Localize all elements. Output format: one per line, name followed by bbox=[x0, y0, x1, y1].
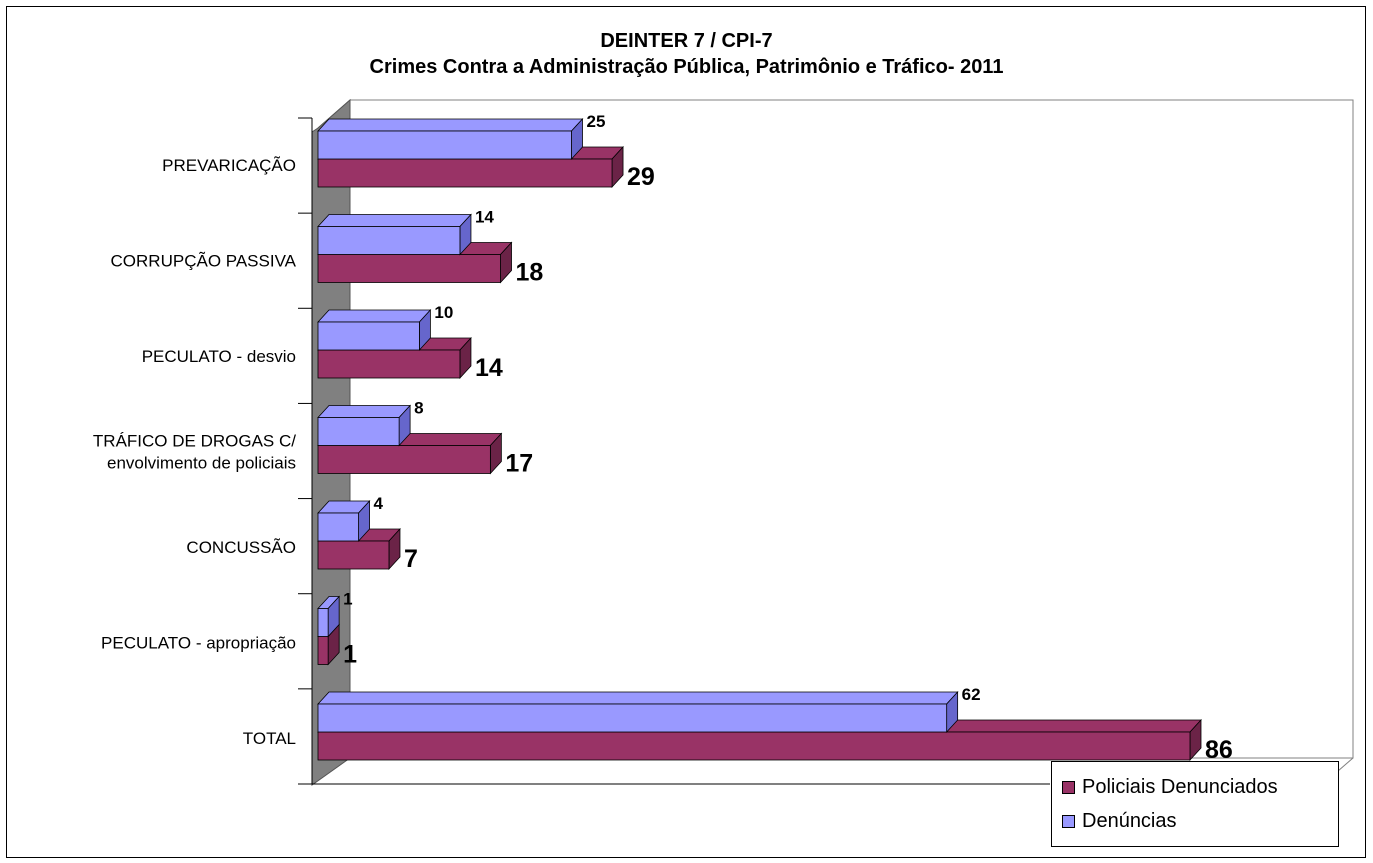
bar-policiais bbox=[317, 158, 613, 188]
data-label-policiais: 18 bbox=[516, 259, 544, 287]
bar-denuncias bbox=[317, 417, 400, 446]
legend: Policiais Denunciados Denúncias bbox=[1051, 761, 1339, 847]
data-label-policiais: 7 bbox=[404, 545, 418, 573]
bar-denuncias-top bbox=[317, 214, 472, 227]
chart-title-block: DEINTER 7 / CPI-7 Crimes Contra a Admini… bbox=[0, 28, 1373, 80]
category-label: PECULATO - desvio bbox=[142, 347, 296, 366]
category-label: PREVARICAÇÃO bbox=[162, 156, 296, 175]
data-label-denuncias: 1 bbox=[343, 590, 352, 609]
bar-policiais bbox=[317, 349, 461, 379]
bar-denuncias bbox=[317, 130, 572, 160]
data-label-denuncias: 25 bbox=[586, 112, 605, 131]
chart-title: DEINTER 7 / CPI-7 bbox=[600, 30, 773, 52]
chart-back-wall bbox=[317, 99, 1354, 759]
legend-item-denuncias: Denúncias bbox=[1062, 804, 1338, 838]
category-label: TRÁFICO DE DROGAS C/ bbox=[93, 432, 296, 451]
data-label-policiais: 86 bbox=[1205, 736, 1233, 764]
category-label: envolvimento de policiais bbox=[107, 454, 296, 473]
category-label: CORRUPÇÃO PASSIVA bbox=[111, 252, 297, 271]
bar-policiais bbox=[317, 540, 390, 570]
category-label: TOTAL bbox=[243, 729, 296, 748]
bar-denuncias bbox=[317, 703, 948, 733]
data-label-denuncias: 14 bbox=[475, 208, 494, 227]
data-label-policiais: 14 bbox=[475, 354, 503, 382]
data-label-policiais: 29 bbox=[627, 163, 655, 191]
legend-swatch-denuncias bbox=[1062, 814, 1075, 828]
data-label-denuncias: 8 bbox=[414, 399, 423, 418]
data-label-policiais: 17 bbox=[505, 450, 533, 478]
data-label-denuncias: 4 bbox=[374, 494, 384, 513]
bar-denuncias-top bbox=[317, 691, 959, 705]
legend-swatch-policiais bbox=[1062, 780, 1075, 794]
bar-denuncias-top bbox=[317, 118, 584, 132]
bar-policiais bbox=[317, 636, 329, 665]
category-label: PECULATO - apropriação bbox=[101, 634, 296, 653]
data-label-policiais: 1 bbox=[343, 641, 357, 669]
data-label-denuncias: 10 bbox=[434, 303, 453, 322]
chart-frame bbox=[6, 6, 1366, 858]
bar-denuncias-top bbox=[317, 309, 432, 323]
legend-label-denuncias: Denúncias bbox=[1082, 809, 1177, 832]
bar-denuncias-top bbox=[317, 405, 412, 418]
chart-floor-right-edge bbox=[1337, 757, 1354, 772]
bar-denuncias bbox=[317, 321, 420, 351]
bar-policiais bbox=[317, 254, 501, 283]
bar-policiais bbox=[317, 731, 1191, 761]
category-label: CONCUSSÃO bbox=[186, 538, 296, 557]
bar-denuncias bbox=[317, 608, 329, 637]
legend-label-policiais: Policiais Denunciados bbox=[1082, 775, 1278, 798]
legend-item-policiais: Policiais Denunciados bbox=[1062, 770, 1338, 804]
data-label-denuncias: 62 bbox=[962, 685, 981, 704]
bar-denuncias bbox=[317, 226, 461, 255]
bar-denuncias bbox=[317, 512, 359, 542]
bar-policiais bbox=[317, 445, 491, 474]
chart-subtitle: Crimes Contra a Administração Pública, P… bbox=[369, 56, 1004, 78]
